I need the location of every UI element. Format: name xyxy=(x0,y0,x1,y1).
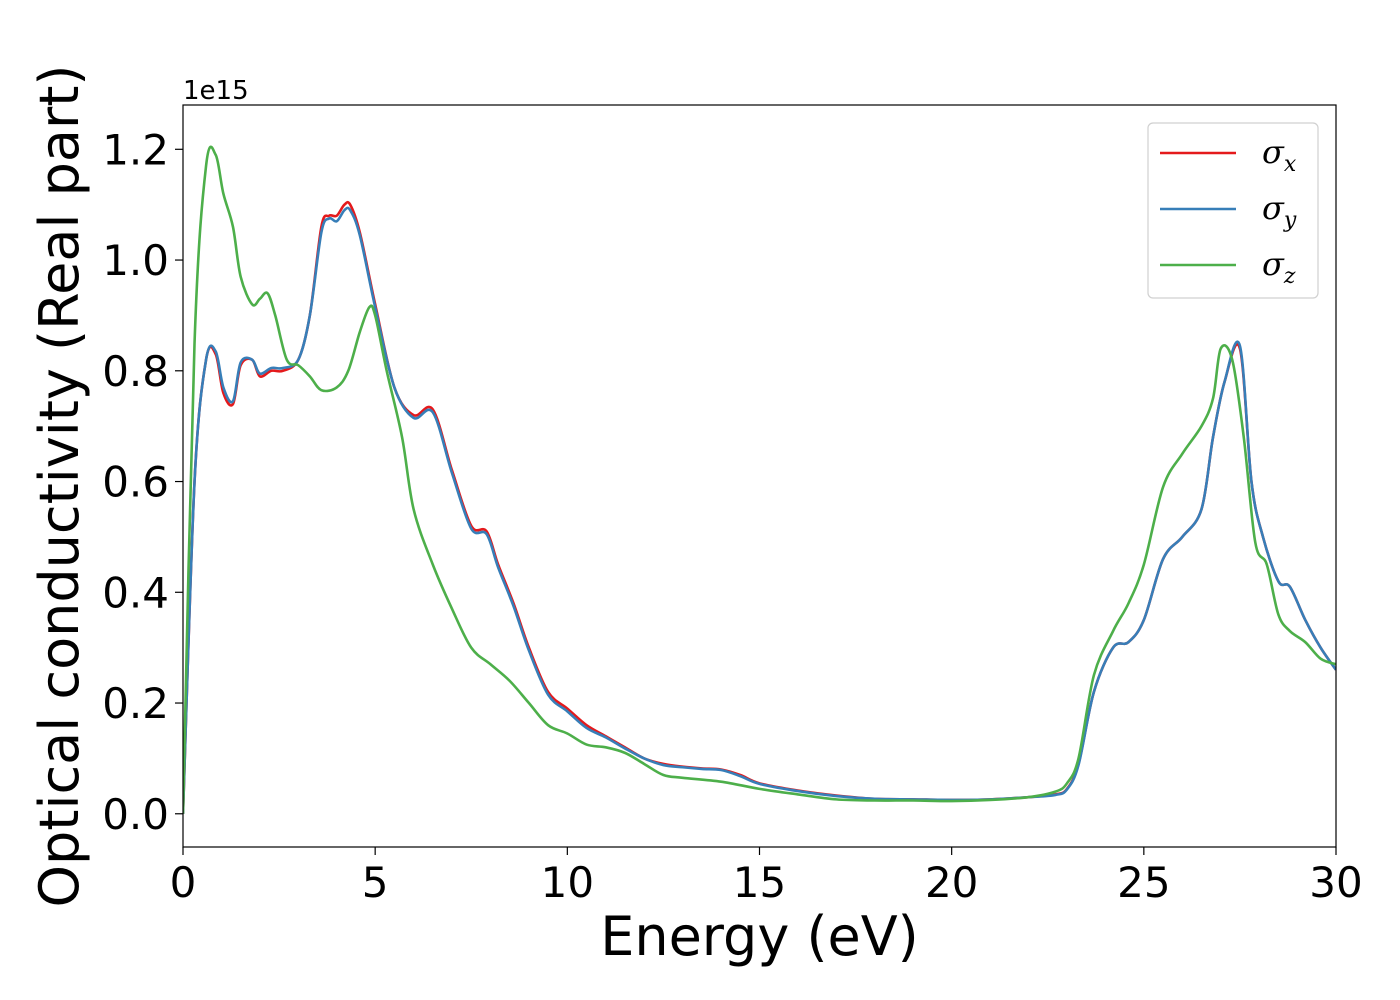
x-axis: 0 5 10 15 20 25 30 xyxy=(170,847,1363,907)
x-axis-label: Energy (eV) xyxy=(600,905,919,968)
y-offset-text: 1e15 xyxy=(183,76,249,106)
legend-box xyxy=(1147,122,1319,299)
x-tick-label: 0 xyxy=(170,858,197,907)
x-tick-label: 15 xyxy=(733,858,786,907)
x-tick-label: 5 xyxy=(362,858,389,907)
series-line-y xyxy=(183,206,1336,814)
x-tick-label: 20 xyxy=(925,858,978,907)
y-axis-label: Optical conductivity (Real part) xyxy=(28,65,91,908)
y-tick-label: 1.2 xyxy=(102,125,169,174)
y-tick-label: 0.0 xyxy=(102,790,169,839)
y-tick-label: 0.6 xyxy=(102,458,169,507)
x-tick-label: 25 xyxy=(1117,858,1170,907)
legend-label-z: σz xyxy=(1262,245,1296,289)
series-layer xyxy=(183,145,1336,814)
y-tick-label: 0.4 xyxy=(102,568,169,617)
x-tick-label: 30 xyxy=(1309,858,1362,907)
legend-label-y: σy xyxy=(1262,189,1297,233)
series-line-z xyxy=(183,145,1336,814)
y-tick-label: 0.8 xyxy=(102,347,169,396)
x-tick-label: 10 xyxy=(541,858,594,907)
y-axis: 0.0 0.2 0.4 0.6 0.8 1.0 1.2 xyxy=(102,125,183,839)
y-tick-label: 1.0 xyxy=(102,236,169,285)
legend-label-x: σx xyxy=(1262,133,1297,177)
y-tick-label: 0.2 xyxy=(102,679,169,728)
legend: σx σy σz xyxy=(1147,122,1319,299)
